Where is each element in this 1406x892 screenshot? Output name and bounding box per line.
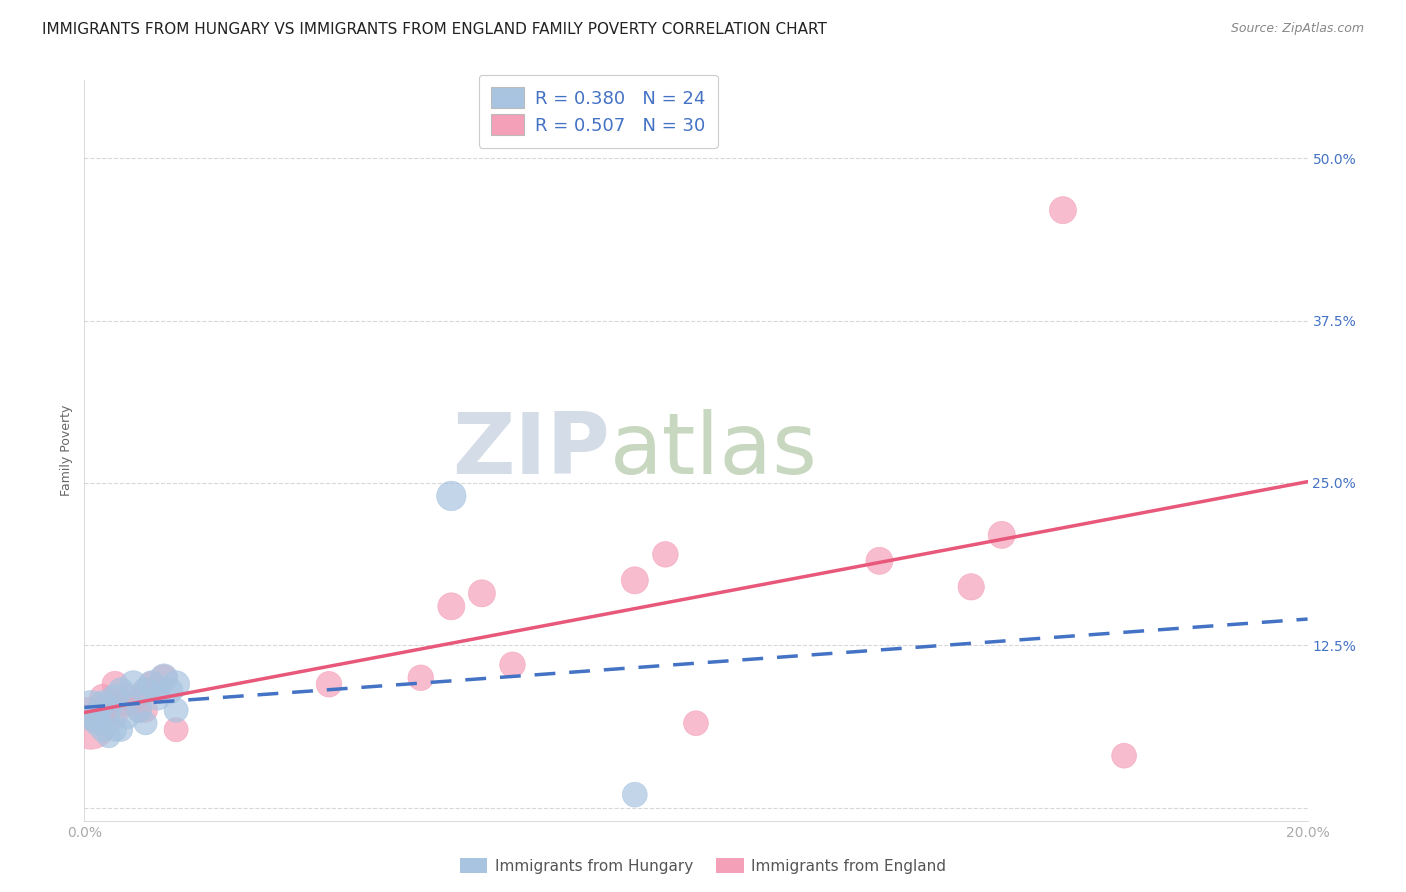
Point xyxy=(869,554,891,568)
Point xyxy=(104,690,127,705)
Point xyxy=(654,547,676,561)
Point xyxy=(104,723,127,737)
Point xyxy=(135,703,157,717)
Point xyxy=(165,723,187,737)
Point xyxy=(141,677,163,691)
Point xyxy=(86,710,108,724)
Point xyxy=(991,528,1014,542)
Point xyxy=(91,716,114,731)
Point xyxy=(110,683,132,698)
Point xyxy=(153,671,176,685)
Point xyxy=(128,703,150,717)
Point xyxy=(685,716,707,731)
Point xyxy=(97,729,120,743)
Point xyxy=(159,683,181,698)
Point xyxy=(135,716,157,731)
Point xyxy=(318,677,340,691)
Point xyxy=(135,683,157,698)
Text: Source: ZipAtlas.com: Source: ZipAtlas.com xyxy=(1230,22,1364,36)
Point xyxy=(440,489,463,503)
Point xyxy=(115,690,138,705)
Point xyxy=(1052,203,1074,218)
Point xyxy=(91,723,114,737)
Point xyxy=(128,703,150,717)
Point xyxy=(86,716,108,731)
Point xyxy=(502,657,524,672)
Point xyxy=(115,710,138,724)
Y-axis label: Family Poverty: Family Poverty xyxy=(59,405,73,496)
Point xyxy=(146,683,169,698)
Point xyxy=(146,690,169,705)
Point xyxy=(97,703,120,717)
Point xyxy=(624,574,647,588)
Point xyxy=(79,716,101,731)
Legend: Immigrants from Hungary, Immigrants from England: Immigrants from Hungary, Immigrants from… xyxy=(454,852,952,880)
Point xyxy=(135,683,157,698)
Point xyxy=(86,710,108,724)
Point xyxy=(97,697,120,711)
Point xyxy=(409,671,432,685)
Point xyxy=(165,677,187,691)
Point xyxy=(624,788,647,802)
Point xyxy=(91,690,114,705)
Point xyxy=(104,710,127,724)
Point xyxy=(104,677,127,691)
Point xyxy=(960,580,983,594)
Point xyxy=(110,697,132,711)
Legend: R = 0.380   N = 24, R = 0.507   N = 30: R = 0.380 N = 24, R = 0.507 N = 30 xyxy=(478,75,717,148)
Point xyxy=(440,599,463,614)
Point xyxy=(471,586,494,600)
Point xyxy=(165,703,187,717)
Point xyxy=(122,697,145,711)
Point xyxy=(91,697,114,711)
Text: atlas: atlas xyxy=(610,409,818,492)
Point xyxy=(122,677,145,691)
Point xyxy=(153,671,176,685)
Point xyxy=(110,723,132,737)
Text: ZIP: ZIP xyxy=(453,409,610,492)
Text: IMMIGRANTS FROM HUNGARY VS IMMIGRANTS FROM ENGLAND FAMILY POVERTY CORRELATION CH: IMMIGRANTS FROM HUNGARY VS IMMIGRANTS FR… xyxy=(42,22,827,37)
Point xyxy=(141,677,163,691)
Point xyxy=(79,703,101,717)
Point xyxy=(1114,748,1136,763)
